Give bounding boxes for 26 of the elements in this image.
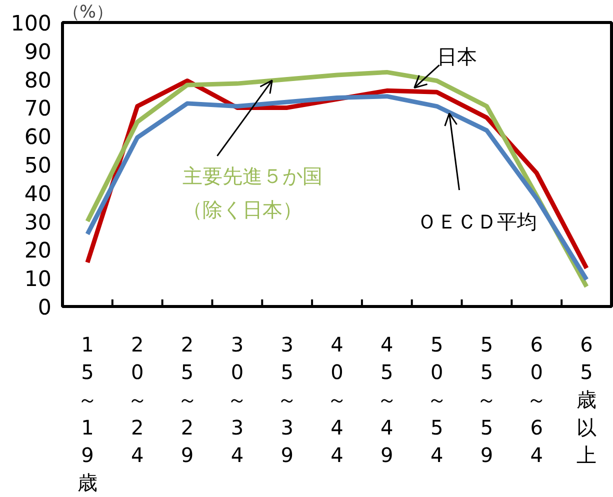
y-tick-label: 50 bbox=[24, 154, 52, 178]
y-tick-label: 90 bbox=[24, 40, 52, 65]
y-tick-label: 60 bbox=[24, 125, 52, 150]
x-tick-label: 60～64 bbox=[526, 332, 547, 467]
y-tick-label: 30 bbox=[24, 210, 52, 236]
y-axis-title: （%） bbox=[62, 2, 113, 22]
x-tick-label: 40～44 bbox=[327, 332, 347, 467]
y-tick-label: 70 bbox=[24, 96, 52, 122]
y-tick-label: 100 bbox=[10, 12, 52, 36]
y-tick-label: 80 bbox=[24, 68, 52, 94]
x-tick-label: 30～34 bbox=[227, 332, 248, 467]
x-tick-label: 55～59 bbox=[476, 332, 497, 467]
text: 主要先進５か国（除く日本） bbox=[182, 164, 322, 222]
x-tick-label: 15～19歳 bbox=[77, 332, 98, 494]
y-tick-label: 40 bbox=[24, 182, 52, 207]
x-tick-label: 65歳以上 bbox=[576, 332, 597, 467]
y-tick-label: 20 bbox=[24, 238, 52, 264]
x-tick-label: 50～54 bbox=[426, 332, 447, 467]
series-label: ＯＥＣＤ平均 bbox=[416, 209, 537, 234]
y-tick-label: 0 bbox=[38, 296, 52, 320]
y-tick-label: 10 bbox=[24, 267, 52, 292]
series-label: 日本 bbox=[436, 44, 477, 69]
x-tick-label: 45～49 bbox=[376, 332, 397, 467]
x-tick-label: 20～24 bbox=[127, 332, 148, 467]
x-tick-label: 25～29 bbox=[177, 332, 198, 467]
x-tick-label: 35～39 bbox=[277, 332, 298, 467]
